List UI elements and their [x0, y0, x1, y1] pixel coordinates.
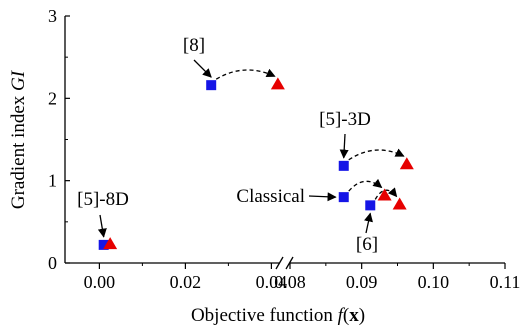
annotation-label: [8] [183, 35, 205, 56]
annotation-label: [5]-8D [77, 189, 129, 210]
annotation-arrow [339, 133, 349, 159]
y-tick-label: 3 [48, 6, 57, 26]
y-tick-label: 2 [48, 88, 57, 108]
triangle-point [377, 188, 392, 201]
y-tick-label: 0 [48, 253, 57, 273]
triangle-point [103, 237, 118, 250]
dashed-arrow [348, 148, 405, 161]
triangle-point [270, 77, 285, 90]
x-tick-label: 0.11 [490, 272, 521, 292]
x-tick-label: 0.08 [274, 272, 306, 292]
dashed-arrow [215, 68, 276, 80]
svg-text:Gradient index GI: Gradient index GI [8, 69, 29, 209]
annotation-arrow [193, 59, 212, 78]
triangle-point [392, 197, 407, 210]
x-axis-title: Objective function f(x) [191, 305, 365, 326]
annotation-label: Classical [236, 186, 305, 207]
y-axis-title: Gradient index GI [8, 69, 29, 209]
dashed-arrow [348, 178, 383, 192]
x-tick-label: 0.02 [170, 272, 202, 292]
x-tick-label: 0.04 [256, 272, 288, 292]
svg-text:Objective function f(x): Objective function f(x) [191, 305, 365, 326]
square-point [338, 192, 349, 203]
annotation-label: [5]-3D [319, 109, 371, 130]
annotation-arrow [364, 212, 373, 234]
square-point [338, 160, 349, 171]
y-tick-label: 1 [48, 171, 57, 191]
annotation-arrow [308, 192, 337, 202]
triangle-point [399, 157, 414, 170]
square-point [365, 200, 376, 211]
axis-break-mark [275, 256, 284, 270]
x-tick-label: 0.00 [84, 272, 116, 292]
annotation-label: [6] [356, 234, 378, 255]
plot-layer: 0 1 2 3 0.00 0.02 0.040.08 0.09 0.10 0.11 [5]-8D [8… [48, 6, 520, 292]
annotation-arrow [97, 214, 107, 238]
x-tick-label: 0.09 [346, 272, 378, 292]
square-point [98, 239, 109, 250]
x-tick-label: 0.10 [418, 272, 450, 292]
square-point [206, 80, 217, 91]
